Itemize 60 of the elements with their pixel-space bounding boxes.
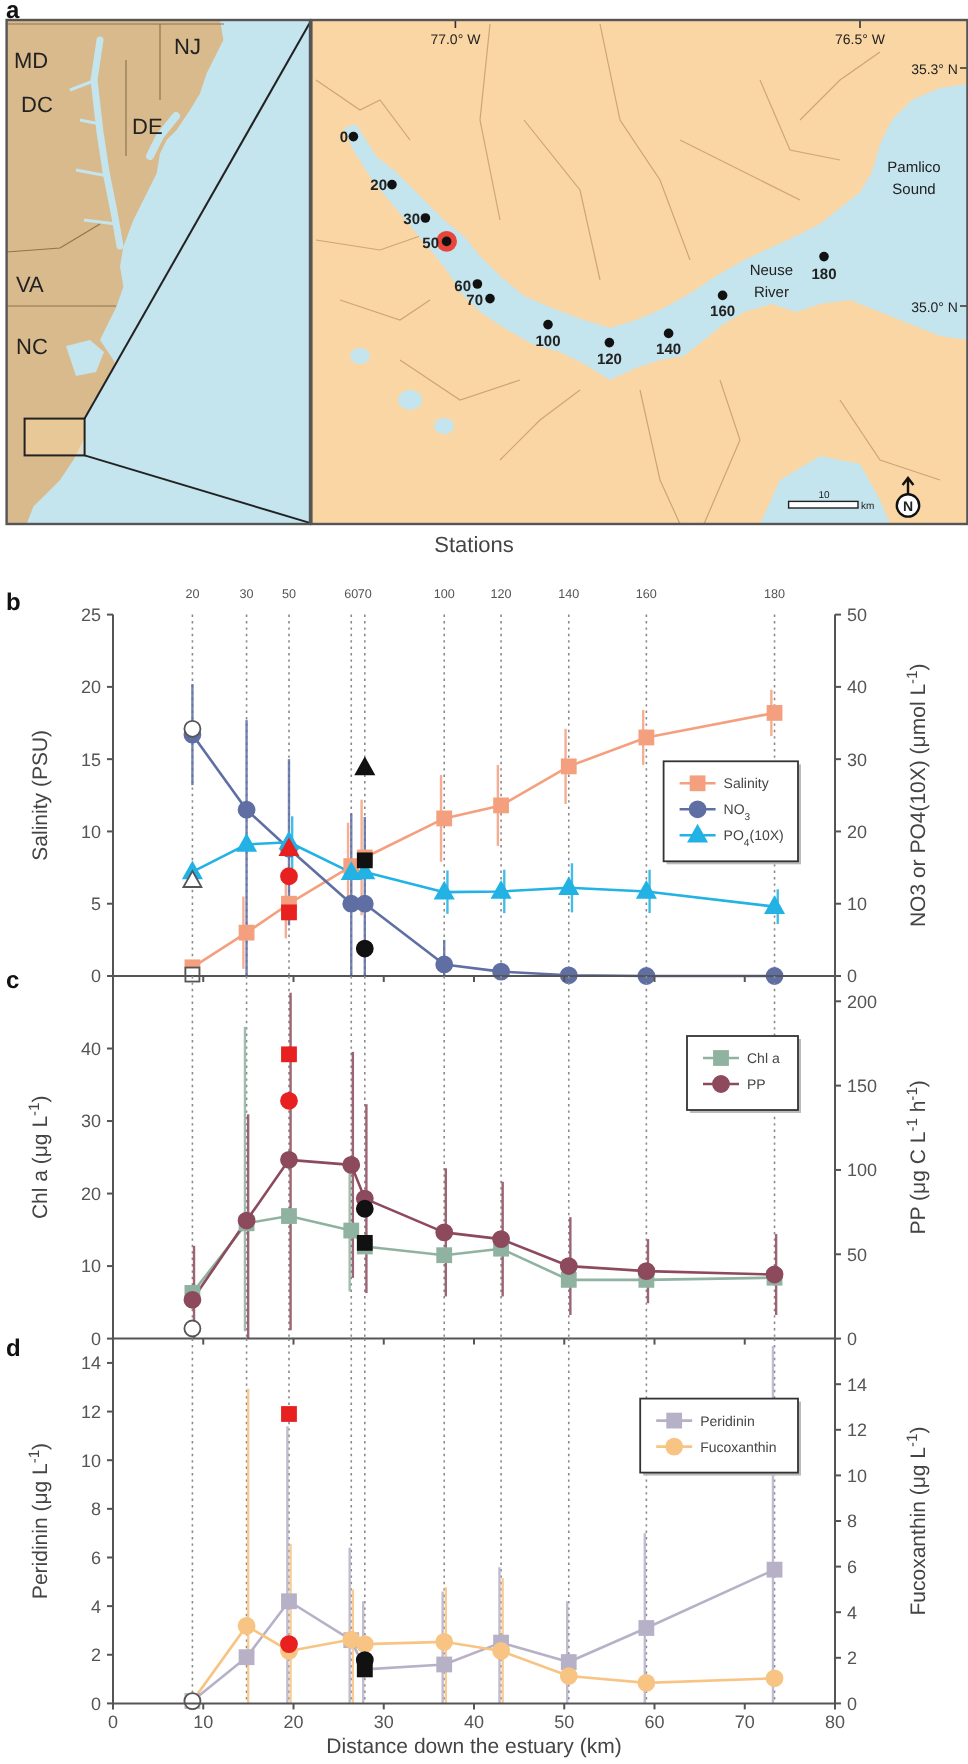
- y-tick-label: 30: [80, 1111, 101, 1132]
- chart-title: d: [6, 1334, 21, 1362]
- y-tick-label: 4: [90, 1596, 101, 1617]
- text: NC: [16, 336, 48, 360]
- y2-tick-label: 4: [847, 1602, 858, 1623]
- chart-title: c: [6, 966, 20, 994]
- y2-tick-label: 150: [847, 1076, 878, 1097]
- y-tick-label: 6: [90, 1547, 101, 1568]
- y-tick-label: 20: [80, 1183, 101, 1204]
- text: NJ: [174, 36, 201, 60]
- x-tick-label: 40: [463, 1712, 485, 1733]
- y2-tick-label: 14: [847, 1374, 868, 1395]
- text: DE: [132, 116, 163, 140]
- y2-tick-label: 50: [847, 1244, 868, 1265]
- text: DC: [21, 94, 53, 118]
- y2-tick-label: 200: [847, 991, 878, 1012]
- y2-tick-label: 0: [847, 1693, 858, 1714]
- text: a: [6, 0, 20, 24]
- y-tick-label: 10: [80, 1256, 101, 1277]
- x-tick-label: 60: [644, 1712, 665, 1733]
- y-axis-title: Salinity (PSU): [29, 729, 53, 861]
- y2-tick-label: 100: [847, 1160, 878, 1181]
- y-tick-label: 2: [90, 1645, 101, 1666]
- text: Stations: [434, 534, 515, 558]
- y2-tick-label: 0: [847, 1329, 858, 1349]
- y2-tick-label: 10: [847, 894, 868, 915]
- y-tick-label: 40: [80, 1038, 101, 1059]
- x-tick-label: 0: [107, 1712, 119, 1733]
- y2-tick-label: 30: [847, 749, 868, 770]
- y2-tick-label: 20: [847, 821, 868, 842]
- y2-tick-label: 12: [847, 1420, 868, 1441]
- y-tick-label: 0: [90, 1329, 101, 1349]
- y-tick-label: 20: [80, 677, 101, 698]
- y-tick-label: 15: [80, 749, 101, 770]
- y-tick-label: 0: [90, 1693, 101, 1714]
- y-tick-label: 12: [80, 1401, 101, 1422]
- x-tick-label: 80: [824, 1712, 846, 1733]
- x-tick-label: 50: [554, 1712, 575, 1733]
- y2-tick-label: 40: [847, 677, 868, 698]
- chart-title: b: [6, 588, 21, 616]
- y2-tick-label: 10: [847, 1465, 868, 1486]
- y2-tick-label: 8: [847, 1511, 858, 1532]
- y2-tick-label: 50: [847, 605, 868, 625]
- y-tick-label: 10: [80, 821, 101, 842]
- x-tick-label: 20: [283, 1712, 304, 1733]
- x-tick-label: 30: [373, 1712, 394, 1733]
- y-tick-label: 10: [80, 1450, 101, 1471]
- text: MD: [14, 50, 49, 74]
- y-tick-label: 14: [80, 1353, 101, 1374]
- text: VA: [16, 274, 46, 298]
- y2-tick-label: 0: [847, 966, 858, 987]
- y2-tick-label: 6: [847, 1557, 858, 1577]
- y-tick-label: 5: [90, 894, 101, 915]
- x-axis-title: Distance down the estuary (km): [326, 1735, 622, 1760]
- y-tick-label: 25: [80, 605, 101, 625]
- x-tick-label: 70: [734, 1712, 755, 1733]
- y2-tick-label: 2: [847, 1648, 858, 1669]
- y-tick-label: 8: [90, 1499, 101, 1520]
- x-tick-label: 10: [193, 1712, 214, 1733]
- y-tick-label: 0: [90, 966, 101, 987]
